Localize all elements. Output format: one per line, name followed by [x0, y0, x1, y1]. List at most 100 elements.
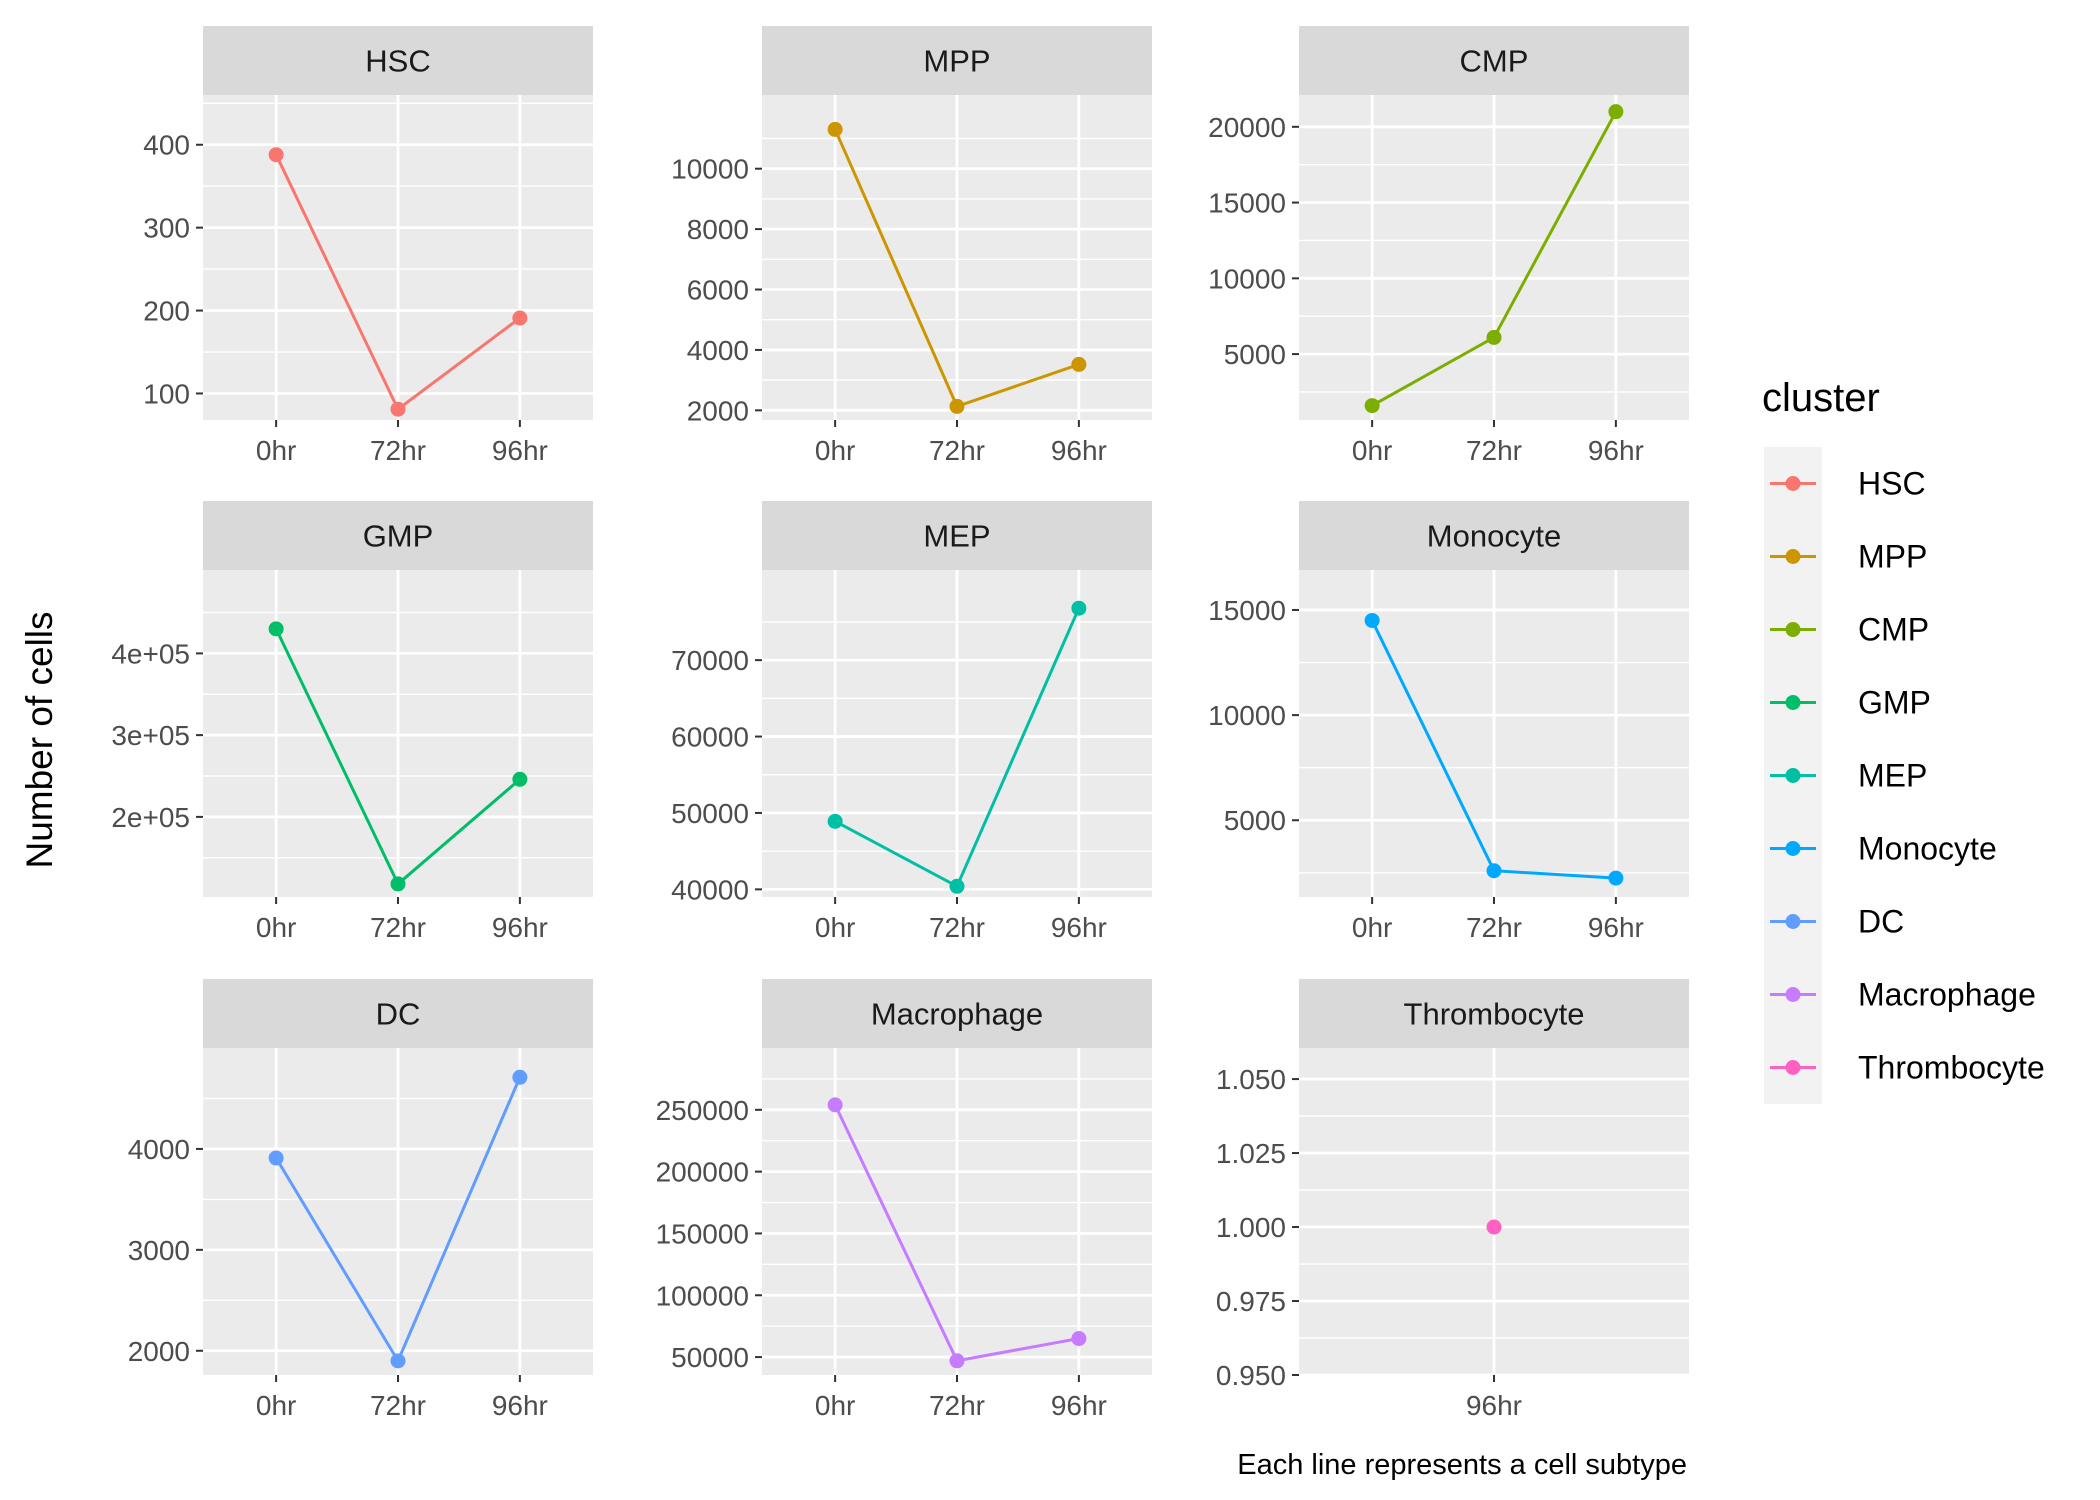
y-tick-label: 100	[143, 378, 190, 409]
y-tick-label: 15000	[1208, 188, 1286, 219]
facet-strip-label-monocyte: Monocyte	[1427, 519, 1561, 554]
y-tick-label: 50000	[671, 1342, 749, 1373]
legend-entry-thrombocyte: Thrombocyte	[1764, 1031, 2045, 1104]
y-tick-label: 4000	[128, 1134, 190, 1165]
x-tick-label: 72hr	[929, 435, 985, 466]
data-point-thrombocyte-96hr	[1486, 1219, 1502, 1235]
facet-strip-mpp	[762, 26, 1152, 95]
legend-label-mpp: MPP	[1858, 539, 1927, 575]
legend: cluster HSC MPP CMP GMP MEP Monocyte DC Macropha…	[1762, 376, 2045, 1104]
chart-caption: Each line represents a cell subtype	[1237, 1449, 1687, 1481]
data-point-monocyte-96hr	[1608, 870, 1624, 886]
x-tick-label: 72hr	[1466, 435, 1522, 466]
data-point-gmp-0hr	[268, 621, 284, 637]
data-point-mpp-96hr	[1071, 356, 1087, 372]
legend-key-point	[1785, 1060, 1801, 1075]
y-tick-label: 200	[143, 296, 190, 327]
x-tick-label: 96hr	[1466, 1390, 1522, 1421]
y-tick-label: 3000	[128, 1235, 190, 1266]
y-tick-label: 10000	[1208, 263, 1286, 294]
y-tick-label: 100000	[656, 1280, 749, 1311]
x-tick-label: 96hr	[492, 435, 548, 466]
data-point-macrophage-72hr	[949, 1353, 965, 1369]
y-tick-label: 20000	[1208, 112, 1286, 143]
data-point-cmp-0hr	[1364, 398, 1380, 414]
data-point-hsc-96hr	[512, 310, 528, 326]
y-tick-label: 5000	[1224, 339, 1286, 370]
y-tick-label: 4e+05	[111, 638, 190, 669]
x-tick-label: 72hr	[370, 1390, 426, 1421]
y-tick-label: 150000	[656, 1218, 749, 1249]
legend-entry-cmp: CMP	[1764, 593, 1929, 666]
legend-key-point	[1785, 695, 1801, 710]
legend-entry-monocyte: Monocyte	[1764, 812, 1997, 885]
data-point-mep-0hr	[827, 813, 843, 829]
x-tick-label: 0hr	[1352, 912, 1392, 943]
y-tick-label: 1.000	[1216, 1212, 1286, 1243]
x-tick-label: 0hr	[256, 435, 296, 466]
data-point-monocyte-0hr	[1364, 612, 1380, 628]
legend-key-point	[1785, 549, 1801, 564]
x-tick-label: 0hr	[815, 1390, 855, 1421]
legend-key-point	[1785, 987, 1801, 1002]
y-tick-label: 2e+05	[111, 802, 190, 833]
data-point-gmp-96hr	[512, 771, 528, 787]
facet-mpp: MPP 2000 4000 6000 8000 10000 0hr 72hr 96hr	[671, 26, 1152, 466]
y-tick-label: 10000	[671, 154, 749, 185]
y-tick-label: 70000	[671, 645, 749, 676]
legend-key-point	[1785, 768, 1801, 783]
x-tick-label: 0hr	[815, 912, 855, 943]
data-point-mep-72hr	[949, 878, 965, 894]
data-point-hsc-0hr	[268, 147, 284, 163]
x-tick-label: 96hr	[1051, 435, 1107, 466]
facet-strip-label-mpp: MPP	[923, 44, 990, 79]
y-tick-label: 2000	[687, 395, 749, 426]
x-tick-label: 96hr	[492, 912, 548, 943]
y-tick-label: 8000	[687, 214, 749, 245]
legend-entry-mep: MEP	[1764, 739, 1927, 812]
data-point-mpp-0hr	[827, 121, 843, 137]
facet-strip-dc	[203, 979, 593, 1048]
facet-strip-macrophage	[762, 979, 1152, 1048]
x-tick-label: 0hr	[1352, 435, 1392, 466]
legend-key-point	[1785, 914, 1801, 929]
data-point-gmp-72hr	[390, 876, 406, 892]
data-point-mep-96hr	[1071, 600, 1087, 616]
y-tick-label: 0.950	[1216, 1360, 1286, 1391]
facet-dc: DC 2000 3000 4000 0hr 72hr 96hr	[128, 979, 593, 1421]
x-tick-label: 0hr	[256, 912, 296, 943]
facet-strip-cmp	[1299, 26, 1689, 95]
data-point-hsc-72hr	[390, 401, 406, 417]
facet-strip-thrombocyte	[1299, 979, 1689, 1048]
y-tick-label: 0.975	[1216, 1286, 1286, 1317]
y-tick-label: 400	[143, 130, 190, 161]
facet-strip-label-hsc: HSC	[365, 44, 430, 79]
y-tick-label: 15000	[1208, 595, 1286, 626]
facet-gmp: GMP 2e+05 3e+05 4e+05 0hr 72hr 96hr	[111, 501, 593, 943]
y-tick-label: 250000	[656, 1095, 749, 1126]
facet-strip-label-cmp: CMP	[1460, 44, 1529, 79]
facet-strip-label-macrophage: Macrophage	[871, 997, 1043, 1032]
y-tick-label: 10000	[1208, 700, 1286, 731]
facet-strip-monocyte	[1299, 501, 1689, 570]
facet-strip-label-gmp: GMP	[363, 519, 434, 554]
y-tick-label: 3e+05	[111, 720, 190, 751]
y-tick-label: 40000	[671, 874, 749, 905]
x-tick-label: 72hr	[370, 435, 426, 466]
facet-strip-mep	[762, 501, 1152, 570]
legend-key-point	[1785, 476, 1801, 491]
facet-strip-gmp	[203, 501, 593, 570]
legend-label-cmp: CMP	[1858, 612, 1929, 648]
facet-strip-label-dc: DC	[376, 997, 421, 1032]
facet-macrophage: Macrophage 50000 100000 150000 200000 250000 0…	[656, 979, 1152, 1421]
data-point-mpp-72hr	[949, 398, 965, 414]
y-tick-label: 2000	[128, 1336, 190, 1367]
x-tick-label: 72hr	[1466, 912, 1522, 943]
data-point-monocyte-72hr	[1486, 863, 1502, 879]
x-tick-label: 96hr	[1051, 1390, 1107, 1421]
legend-label-monocyte: Monocyte	[1858, 831, 1997, 867]
data-point-dc-0hr	[268, 1150, 284, 1166]
facet-strip-hsc	[203, 26, 593, 95]
legend-label-dc: DC	[1858, 904, 1904, 940]
x-tick-label: 0hr	[815, 435, 855, 466]
